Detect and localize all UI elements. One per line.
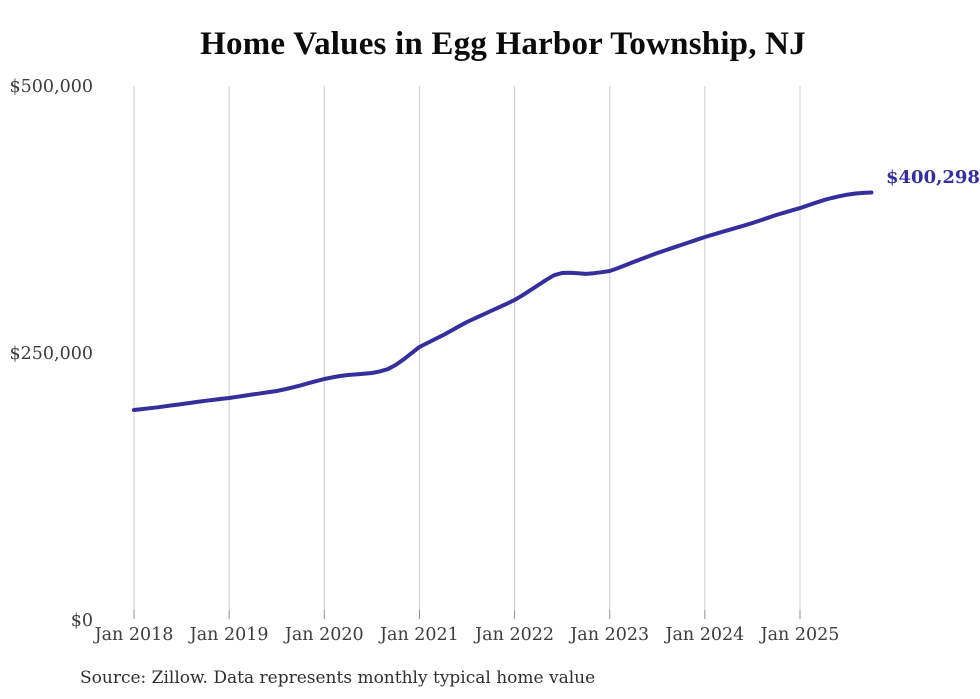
chart-plot-area: Jan 2018 Jan 2019 Jan 2020 Jan 2021 Jan 2022… [9, 77, 874, 645]
x-axis-tick-label: Jan 2022 [473, 625, 554, 645]
y-axis-tick-label: $250,000 [9, 344, 93, 364]
x-axis-tick-label: Jan 2021 [378, 625, 459, 645]
home-value-line [132, 190, 874, 412]
current-value-label: $400,298 [886, 167, 980, 188]
x-axis-tick-label: Jan 2024 [663, 625, 744, 645]
source-note: Source: Zillow. Data represents monthly … [80, 668, 596, 688]
x-axis-tick-label: Jan 2018 [93, 625, 174, 645]
x-axis-tick-label: Jan 2019 [188, 625, 269, 645]
y-axis-tick-label: $500,000 [9, 77, 93, 97]
x-axis-tick-label: Jan 2023 [568, 625, 649, 645]
x-axis-tick-label: Jan 2020 [283, 625, 364, 645]
chart-title: Home Values in Egg Harbor Township, NJ [200, 26, 806, 62]
y-axis-tick-label: $0 [71, 611, 93, 631]
x-axis-tick-label: Jan 2025 [759, 625, 840, 645]
